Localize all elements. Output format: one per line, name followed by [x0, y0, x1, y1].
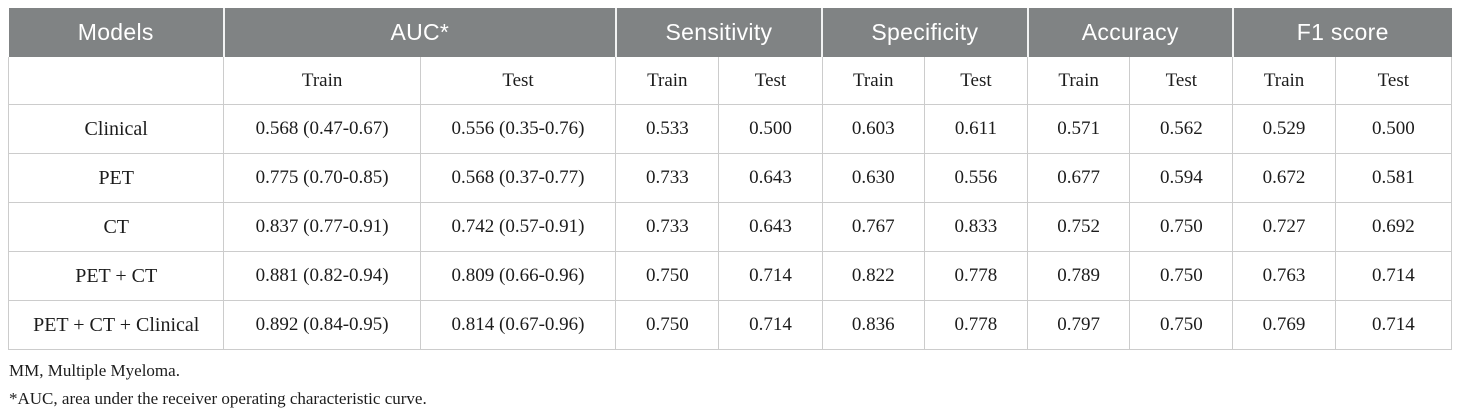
subheader-empty	[7, 57, 225, 105]
value-cell: 0.643	[718, 202, 823, 252]
value-cell: 0.778	[923, 300, 1029, 350]
value-cell: 0.556	[923, 153, 1029, 203]
value-cell: 0.672	[1232, 153, 1336, 203]
value-cell: 0.763	[1232, 251, 1336, 301]
model-name-cell: PET + CT	[7, 251, 225, 301]
subheader-specificity-test: Test	[923, 57, 1029, 105]
value-cell: 0.556 (0.35-0.76)	[419, 104, 617, 154]
value-cell: 0.833	[923, 202, 1029, 252]
table-row: Clinical 0.568 (0.47-0.67) 0.556 (0.35-0.7…	[7, 104, 1453, 154]
value-cell: 0.809 (0.66-0.96)	[419, 251, 617, 301]
value-cell: 0.727	[1232, 202, 1336, 252]
subheader-accuracy-train: Train	[1027, 57, 1131, 105]
value-cell: 0.775 (0.70-0.85)	[223, 153, 421, 203]
column-group-specificity: Specificity	[821, 8, 1028, 57]
value-cell: 0.603	[821, 104, 925, 154]
value-cell: 0.562	[1129, 104, 1234, 154]
model-performance-table: Models AUC* Sensitivity Specificity Accu…	[7, 8, 1453, 350]
value-cell: 0.789	[1027, 251, 1131, 301]
value-cell: 0.611	[923, 104, 1029, 154]
value-cell: 0.767	[821, 202, 925, 252]
value-cell: 0.529	[1232, 104, 1336, 154]
value-cell: 0.892 (0.84-0.95)	[223, 300, 421, 350]
value-cell: 0.568 (0.37-0.77)	[419, 153, 617, 203]
model-name-cell: CT	[7, 202, 225, 252]
header-group-row: Models AUC* Sensitivity Specificity Accu…	[8, 8, 1452, 57]
value-cell: 0.714	[1334, 251, 1453, 301]
subheader-sensitivity-train: Train	[615, 57, 720, 105]
column-group-models: Models	[8, 8, 224, 57]
header-sub-row: Train Test Train Test Train Test Train T…	[7, 57, 1453, 105]
value-cell: 0.742 (0.57-0.91)	[419, 202, 617, 252]
subheader-accuracy-test: Test	[1129, 57, 1234, 105]
value-cell: 0.692	[1334, 202, 1453, 252]
column-group-accuracy: Accuracy	[1026, 8, 1233, 57]
table-row: PET 0.775 (0.70-0.85) 0.568 (0.37-0.77) 0.7…	[7, 153, 1453, 203]
table-body: Clinical 0.568 (0.47-0.67) 0.556 (0.35-0.7…	[7, 104, 1453, 350]
value-cell: 0.677	[1027, 153, 1131, 203]
footnote-auc: *AUC, area under the receiver operating …	[9, 389, 427, 408]
value-cell: 0.750	[615, 300, 720, 350]
table-footnotes: MM, Multiple Myeloma. *AUC, area under t…	[8, 357, 1452, 413]
value-cell: 0.822	[821, 251, 925, 301]
model-name-cell: PET	[7, 153, 225, 203]
value-cell: 0.533	[615, 104, 720, 154]
value-cell: 0.750	[615, 251, 720, 301]
subheader-auc-test: Test	[419, 57, 617, 105]
value-cell: 0.643	[718, 153, 823, 203]
value-cell: 0.571	[1027, 104, 1131, 154]
model-name-cell: PET + CT + Clinical	[7, 300, 225, 350]
value-cell: 0.500	[1334, 104, 1453, 154]
value-cell: 0.769	[1232, 300, 1336, 350]
value-cell: 0.733	[615, 202, 720, 252]
column-group-f1-score: F1 score	[1231, 8, 1452, 57]
value-cell: 0.814 (0.67-0.96)	[419, 300, 617, 350]
value-cell: 0.630	[821, 153, 925, 203]
value-cell: 0.733	[615, 153, 720, 203]
subheader-f1-train: Train	[1232, 57, 1336, 105]
subheader-specificity-train: Train	[821, 57, 925, 105]
value-cell: 0.750	[1129, 251, 1234, 301]
value-cell: 0.500	[718, 104, 823, 154]
table-header: Models AUC* Sensitivity Specificity Accu…	[7, 8, 1453, 105]
value-cell: 0.750	[1129, 202, 1234, 252]
value-cell: 0.797	[1027, 300, 1131, 350]
subheader-f1-test: Test	[1334, 57, 1453, 105]
column-group-auc: AUC*	[222, 8, 616, 57]
value-cell: 0.752	[1027, 202, 1131, 252]
subheader-auc-train: Train	[223, 57, 421, 105]
value-cell: 0.581	[1334, 153, 1453, 203]
table-row: PET + CT 0.881 (0.82-0.94) 0.809 (0.66-0.9…	[7, 251, 1453, 301]
value-cell: 0.836	[821, 300, 925, 350]
value-cell: 0.778	[923, 251, 1029, 301]
value-cell: 0.750	[1129, 300, 1234, 350]
column-group-sensitivity: Sensitivity	[614, 8, 823, 57]
table-row: CT 0.837 (0.77-0.91) 0.742 (0.57-0.91) 0.73…	[7, 202, 1453, 252]
footnote-mm: MM, Multiple Myeloma.	[9, 361, 180, 380]
subheader-sensitivity-test: Test	[718, 57, 823, 105]
value-cell: 0.881 (0.82-0.94)	[223, 251, 421, 301]
value-cell: 0.714	[718, 251, 823, 301]
value-cell: 0.714	[718, 300, 823, 350]
model-name-cell: Clinical	[7, 104, 225, 154]
value-cell: 0.568 (0.47-0.67)	[223, 104, 421, 154]
value-cell: 0.714	[1334, 300, 1453, 350]
value-cell: 0.594	[1129, 153, 1234, 203]
value-cell: 0.837 (0.77-0.91)	[223, 202, 421, 252]
table-row: PET + CT + Clinical 0.892 (0.84-0.95) 0.81…	[7, 300, 1453, 350]
